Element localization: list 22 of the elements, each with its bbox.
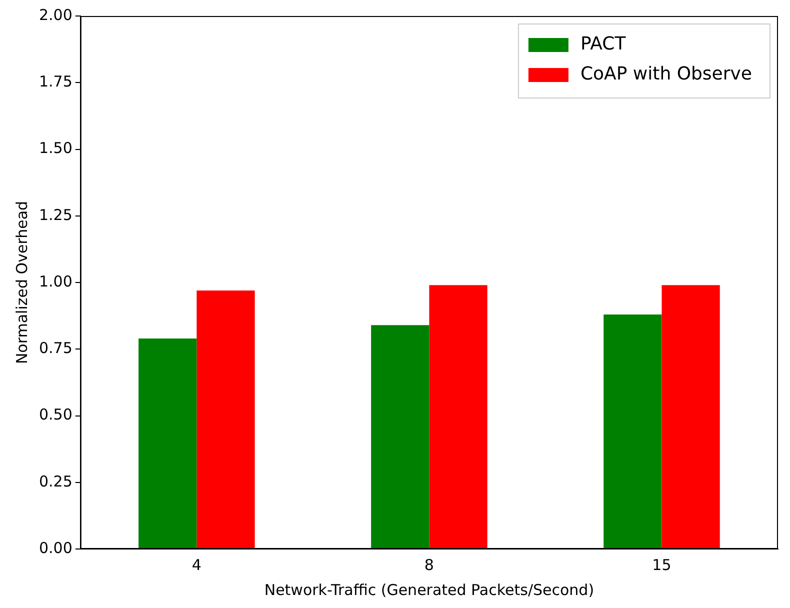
y-tick-label: 1.00 bbox=[38, 272, 72, 290]
x-tick-label: 8 bbox=[424, 556, 434, 574]
y-tick-label: 1.25 bbox=[38, 206, 72, 224]
bar bbox=[429, 285, 488, 548]
bar bbox=[371, 325, 430, 548]
y-axis-title: Normalized Overhead bbox=[12, 200, 31, 364]
y-tick-label: 1.50 bbox=[38, 139, 72, 158]
bar bbox=[196, 290, 255, 548]
y-tick-label: 0.50 bbox=[38, 406, 72, 424]
legend-label: PACT bbox=[580, 34, 627, 55]
y-tick-label: 0.75 bbox=[38, 339, 72, 358]
legend-label: CoAP with Observe bbox=[580, 64, 752, 85]
bar bbox=[138, 338, 197, 548]
x-tick-label: 15 bbox=[652, 556, 672, 574]
y-tick-label: 0.25 bbox=[38, 472, 72, 490]
x-tick-label: 4 bbox=[192, 556, 202, 574]
y-tick-label: 0.00 bbox=[38, 538, 72, 557]
bar bbox=[662, 285, 720, 548]
x-axis-title: Network-Traffic (Generated Packets/Second) bbox=[264, 580, 594, 599]
y-tick-label: 1.75 bbox=[38, 72, 72, 91]
bar bbox=[604, 314, 662, 548]
y-tick-label: 2.00 bbox=[38, 6, 72, 24]
